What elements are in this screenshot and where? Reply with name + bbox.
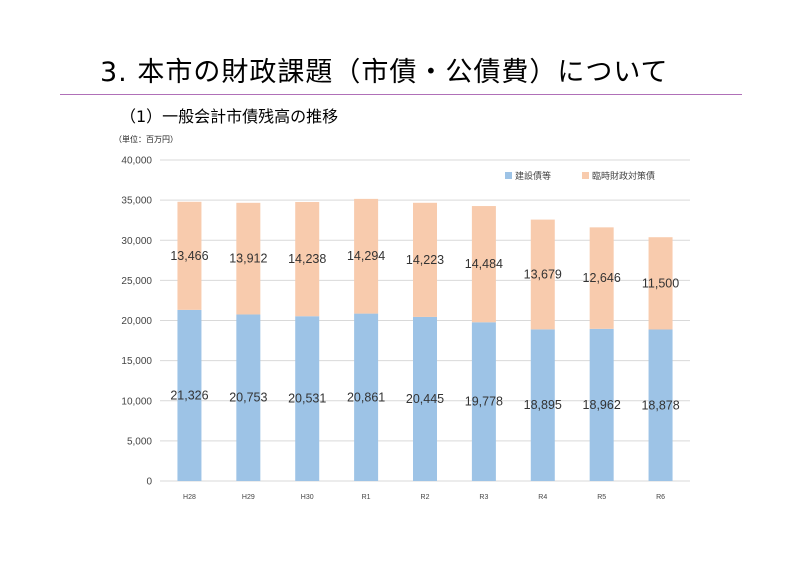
bar-special [589,227,614,329]
x-category-label: R6 [656,494,665,501]
data-label-construction: 18,895 [524,398,562,412]
bar-special [648,237,673,330]
y-tick-label: 15,000 [121,356,152,367]
x-category-label: H30 [301,494,314,501]
bar-construction [530,329,555,481]
data-label-special: 14,238 [288,252,326,266]
legend-swatch [582,172,589,179]
data-label-special: 14,223 [406,253,444,267]
data-label-special: 11,500 [642,276,679,290]
bar-construction [471,322,496,481]
legend-swatch [505,172,512,179]
bar-construction [413,316,437,481]
x-category-label: R2 [421,494,430,501]
data-label-construction: 19,778 [465,395,503,409]
data-labels: 21,326 13,466 20,753 13,912 20,531 14,238 20,8… [170,249,679,412]
bars [177,198,673,481]
bar-construction [589,328,614,481]
data-label-special: 13,679 [524,267,562,281]
data-label-special: 12,646 [583,271,621,285]
y-tick-label: 25,000 [121,276,152,287]
bar-construction [295,316,320,481]
y-tick-label: 20,000 [121,316,152,327]
x-category-label: R1 [362,494,371,501]
x-category-label: R5 [597,494,606,501]
data-label-construction: 20,531 [288,392,326,406]
y-tick-label: 10,000 [121,396,152,407]
bar-construction [177,309,202,481]
x-axis-categories: H28 H29 H30 R1 R2 R3 R4 R5 R6 [183,494,665,501]
chart-subtitle: （1）一般会計市債残高の推移 [120,107,339,126]
y-tick-label: 30,000 [121,236,152,247]
data-label-construction: 20,445 [406,392,444,406]
x-category-label: H28 [183,494,196,501]
bar-special [295,201,320,317]
unit-label: （単位：百万円） [114,135,178,144]
data-label-special: 14,294 [347,249,385,263]
data-label-special: 13,912 [229,252,267,266]
bar-special [413,202,437,317]
data-label-construction: 18,878 [641,398,679,412]
bar-construction [354,313,379,481]
data-label-construction: 21,326 [170,388,208,402]
bar-construction [648,329,673,481]
x-category-label: R3 [479,494,488,501]
legend: 建設債等 臨時財政対策債 [505,170,655,182]
bar-special [354,198,379,314]
y-tick-label: 35,000 [121,196,152,207]
bar-construction [236,314,261,481]
y-tick-label: 5,000 [127,436,152,447]
x-category-label: H29 [242,494,255,501]
page-title: 3. 本市の財政課題（市債・公債費）について [100,57,669,88]
legend-label: 建設債等 [515,170,551,182]
data-label-construction: 20,861 [347,390,385,404]
data-label-special: 13,466 [170,249,208,263]
y-axis-ticks: 0 5,000 10,000 15,000 20,000 25,000 30,000 35,0… [121,156,152,488]
y-tick-label: 40,000 [121,156,152,167]
data-label-construction: 20,753 [229,391,267,405]
bar-special [471,206,496,323]
title-divider [60,94,742,95]
data-label-special: 14,484 [465,257,503,271]
bar-special [530,219,555,330]
bar-special [236,202,261,315]
y-tick-label: 0 [146,477,152,488]
x-category-label: R4 [538,494,547,501]
legend-label: 臨時財政対策債 [592,170,655,182]
bar-special [177,201,202,310]
data-label-construction: 18,962 [583,398,621,412]
